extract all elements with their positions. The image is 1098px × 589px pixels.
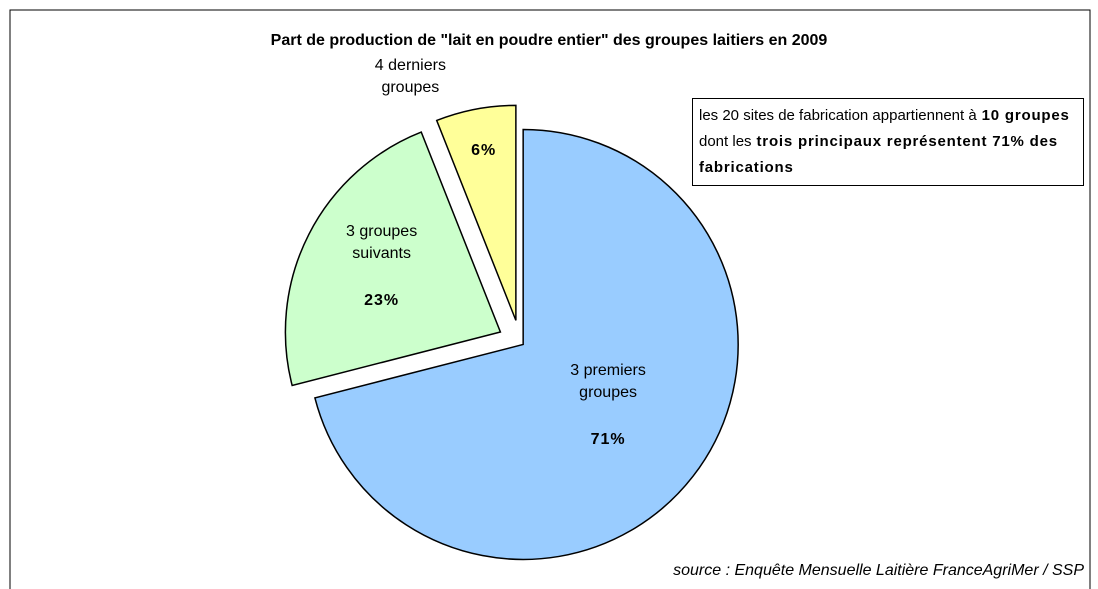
slice-label: 4 derniers groupes: [374, 57, 446, 97]
annotation-part: trois principaux représentent 71% des fa…: [699, 133, 1058, 176]
annotation-part: dont les: [699, 133, 752, 150]
pie-slice: [314, 128, 739, 561]
pie-slice: [435, 104, 517, 321]
chart-title: Part de production de "lait en poudre en…: [270, 32, 828, 49]
value-label: 23%: [364, 292, 400, 310]
annotation-part: 10 groupes: [981, 107, 1070, 124]
annotation: les 20 sites de fabrication appartiennen…: [692, 98, 1084, 186]
slice-label: 3 groupes suivants: [346, 223, 418, 263]
value-label: 6%: [471, 142, 497, 160]
source: source : Enquête Mensuelle Laitière Fran…: [673, 562, 1084, 579]
frame: [9, 9, 1091, 589]
value-label: 71%: [590, 431, 626, 449]
slice-label: 3 premiers groupes: [570, 362, 646, 402]
annotation-part: les 20 sites de fabrication appartiennen…: [699, 107, 977, 124]
pie-slice: [284, 131, 502, 387]
